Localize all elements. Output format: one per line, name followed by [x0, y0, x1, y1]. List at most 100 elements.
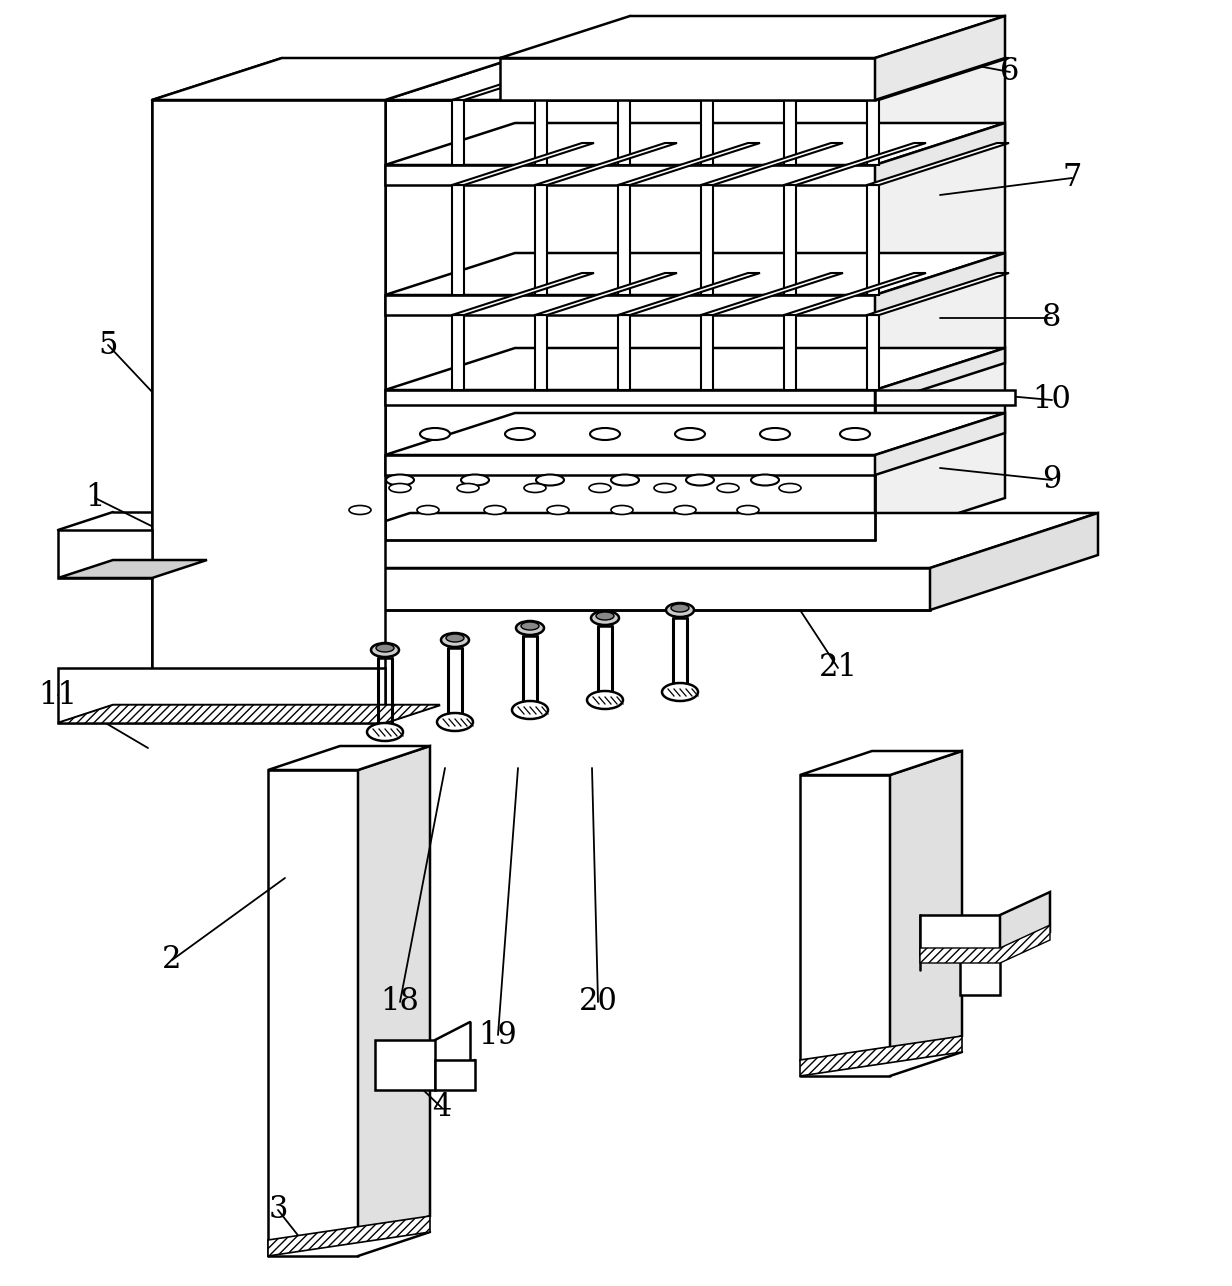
Ellipse shape: [416, 505, 439, 514]
Ellipse shape: [674, 505, 696, 514]
Ellipse shape: [536, 475, 564, 486]
Polygon shape: [375, 1040, 435, 1091]
Ellipse shape: [376, 644, 394, 652]
Ellipse shape: [505, 428, 535, 440]
Polygon shape: [384, 165, 875, 185]
Ellipse shape: [524, 484, 546, 493]
Polygon shape: [867, 315, 878, 390]
Polygon shape: [58, 559, 207, 577]
Polygon shape: [784, 100, 796, 165]
Text: 11: 11: [38, 679, 78, 710]
Polygon shape: [269, 770, 359, 1240]
Polygon shape: [241, 513, 1098, 568]
Polygon shape: [701, 315, 713, 390]
Polygon shape: [784, 143, 926, 185]
Polygon shape: [384, 390, 875, 405]
Ellipse shape: [717, 484, 739, 493]
Ellipse shape: [590, 428, 620, 440]
Ellipse shape: [367, 723, 403, 741]
Polygon shape: [384, 253, 1005, 294]
Text: 5: 5: [99, 329, 118, 360]
Polygon shape: [452, 58, 594, 100]
Text: 8: 8: [1042, 302, 1062, 333]
Polygon shape: [452, 100, 464, 165]
Polygon shape: [784, 273, 926, 315]
Ellipse shape: [667, 603, 694, 617]
Polygon shape: [384, 100, 875, 540]
Polygon shape: [384, 349, 1005, 390]
Polygon shape: [58, 530, 152, 577]
Polygon shape: [875, 58, 1005, 540]
Ellipse shape: [389, 484, 411, 493]
Polygon shape: [875, 390, 1015, 405]
Polygon shape: [875, 123, 1005, 185]
Ellipse shape: [446, 634, 464, 642]
Polygon shape: [618, 100, 630, 165]
Polygon shape: [930, 513, 1098, 610]
Text: 2: 2: [163, 944, 182, 976]
Polygon shape: [867, 143, 1009, 185]
Ellipse shape: [779, 484, 801, 493]
Polygon shape: [618, 185, 630, 294]
Text: 10: 10: [1032, 385, 1072, 415]
Polygon shape: [152, 58, 515, 100]
Polygon shape: [269, 746, 430, 770]
Ellipse shape: [840, 428, 870, 440]
Polygon shape: [867, 58, 1009, 100]
Ellipse shape: [547, 505, 569, 514]
Polygon shape: [875, 15, 1005, 100]
Polygon shape: [535, 315, 547, 390]
Polygon shape: [452, 315, 464, 390]
Ellipse shape: [461, 475, 489, 486]
Polygon shape: [920, 925, 1050, 963]
Ellipse shape: [596, 612, 614, 620]
Polygon shape: [535, 100, 547, 165]
Polygon shape: [384, 294, 875, 315]
Ellipse shape: [611, 475, 639, 486]
Polygon shape: [800, 775, 890, 1060]
Text: 1: 1: [85, 482, 105, 513]
Text: 20: 20: [579, 986, 617, 1017]
Ellipse shape: [513, 701, 548, 719]
Polygon shape: [800, 1037, 962, 1076]
Text: 7: 7: [1062, 162, 1082, 193]
Polygon shape: [784, 315, 796, 390]
Ellipse shape: [662, 683, 699, 701]
Polygon shape: [241, 568, 930, 610]
Ellipse shape: [760, 428, 790, 440]
Polygon shape: [452, 185, 464, 294]
Polygon shape: [701, 185, 713, 294]
Polygon shape: [701, 273, 843, 315]
Polygon shape: [535, 185, 547, 294]
Ellipse shape: [589, 484, 611, 493]
Polygon shape: [618, 58, 760, 100]
Polygon shape: [701, 143, 843, 185]
Text: 9: 9: [1042, 464, 1062, 495]
Polygon shape: [960, 955, 1000, 995]
Polygon shape: [452, 273, 594, 315]
Text: 21: 21: [818, 652, 857, 683]
Polygon shape: [535, 273, 678, 315]
Polygon shape: [920, 916, 1000, 955]
Polygon shape: [269, 1217, 430, 1256]
Ellipse shape: [521, 622, 540, 630]
Polygon shape: [435, 1060, 476, 1091]
Ellipse shape: [437, 712, 473, 730]
Polygon shape: [618, 143, 760, 185]
Polygon shape: [875, 413, 1005, 475]
Ellipse shape: [611, 505, 633, 514]
Polygon shape: [875, 349, 1005, 405]
Polygon shape: [618, 273, 760, 315]
Text: 4: 4: [432, 1093, 452, 1124]
Polygon shape: [875, 253, 1005, 315]
Text: 6: 6: [1000, 57, 1020, 87]
Polygon shape: [452, 143, 594, 185]
Polygon shape: [500, 58, 875, 100]
Ellipse shape: [457, 484, 479, 493]
Text: 19: 19: [478, 1020, 517, 1051]
Ellipse shape: [686, 475, 715, 486]
Ellipse shape: [349, 505, 371, 514]
Polygon shape: [58, 705, 440, 723]
Polygon shape: [384, 58, 1005, 100]
Polygon shape: [535, 58, 678, 100]
